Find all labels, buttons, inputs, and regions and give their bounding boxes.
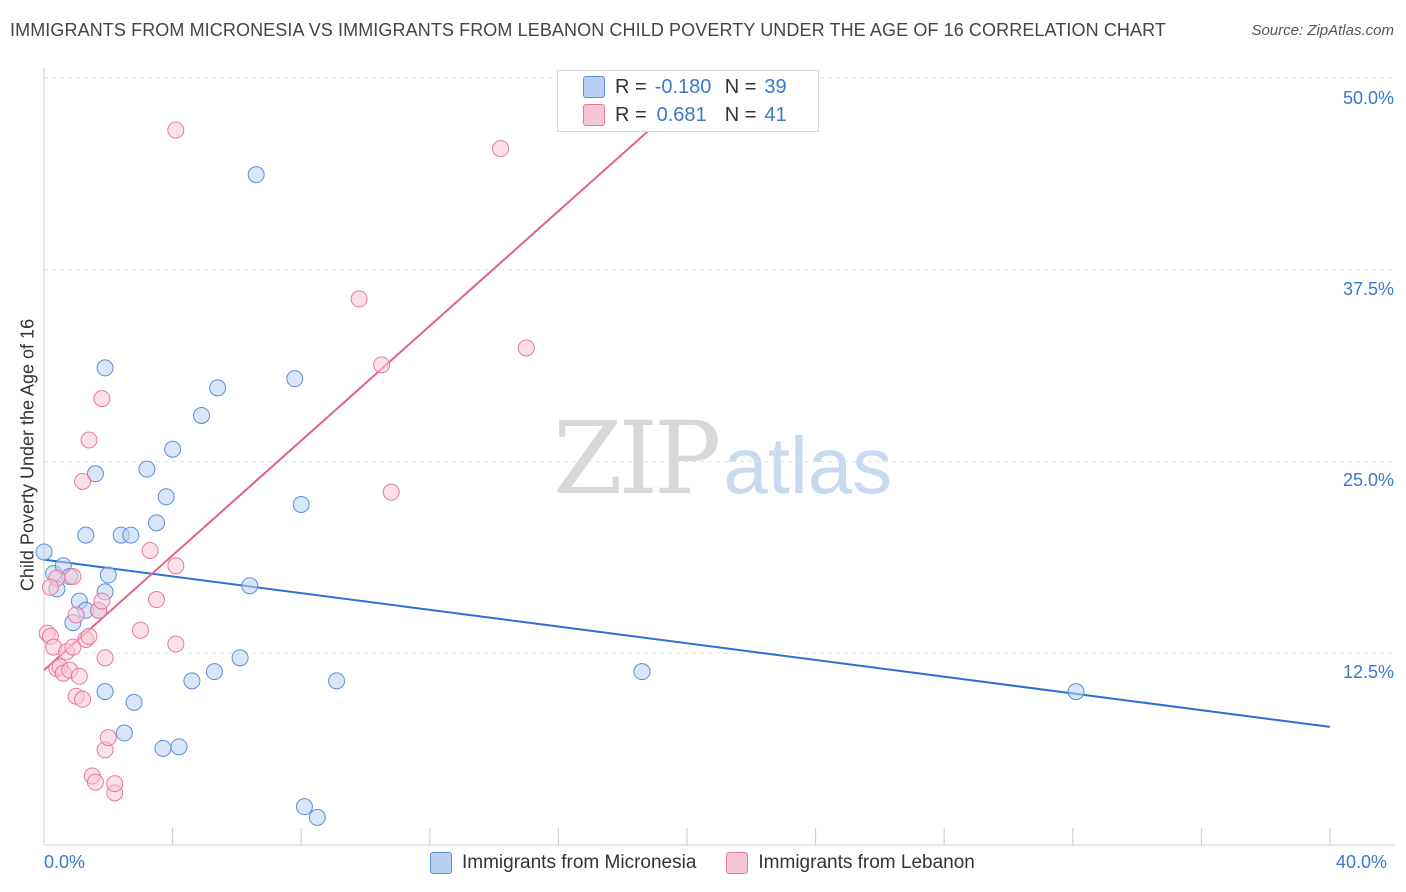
micronesia-point	[122, 526, 140, 544]
lebanon-point	[148, 591, 166, 609]
micronesia-point	[115, 724, 133, 742]
micronesia-point	[292, 495, 310, 513]
lebanon-trend-line	[43, 95, 688, 671]
micronesia-point	[157, 488, 175, 506]
micronesia-point	[209, 379, 227, 397]
lebanon-point	[64, 568, 82, 586]
micronesia-point	[247, 166, 265, 184]
micronesia-point	[86, 465, 104, 483]
micronesia-point	[96, 359, 114, 377]
lebanon-point	[167, 635, 185, 653]
micronesia-point	[99, 566, 117, 584]
watermark-atlas: atlas	[723, 421, 893, 510]
micronesia-point	[170, 738, 188, 756]
lebanon-point	[70, 667, 88, 685]
legend-item-micronesia[interactable]: Immigrants from Micronesia	[430, 852, 696, 874]
lebanon-point	[373, 356, 391, 374]
legend-label: Immigrants from Lebanon	[758, 852, 975, 873]
micronesia-trend-line	[43, 558, 1331, 728]
n-label: N =	[724, 75, 757, 98]
lebanon-point	[86, 773, 104, 791]
lebanon-point	[41, 578, 59, 596]
lebanon-point	[131, 621, 149, 639]
micronesia-point	[164, 440, 182, 458]
micronesia-point	[125, 693, 143, 711]
lebanon-point	[93, 592, 111, 610]
watermark: ZIPatlas	[553, 400, 892, 517]
micronesia-point	[96, 683, 114, 701]
micronesia-point	[1067, 683, 1085, 701]
x-tick-label: 0.0%	[44, 852, 86, 872]
micronesia-point	[148, 514, 166, 532]
micronesia-swatch	[583, 76, 605, 98]
lebanon-point	[99, 729, 117, 747]
lebanon-point	[517, 339, 535, 357]
chart-title: IMMIGRANTS FROM MICRONESIA VS IMMIGRANTS…	[10, 20, 1166, 40]
micronesia-point	[328, 672, 346, 690]
lebanon-swatch	[583, 104, 605, 126]
stats-legend: R = -0.180 N = 39 R = 0.681 N = 41	[557, 70, 819, 132]
lebanon-point	[67, 606, 85, 624]
r-label: R =	[615, 103, 647, 126]
micronesia-point	[231, 649, 249, 667]
y-axis-label: Child Poverty Under the Age of 16	[17, 318, 38, 592]
y-tick-label: 25.0%	[1342, 470, 1394, 490]
gridlines	[44, 77, 1395, 654]
watermark-zip: ZIP	[553, 400, 721, 517]
lebanon-point	[93, 390, 111, 408]
stats-row-lebanon: R = 0.681 N = 41	[558, 101, 787, 129]
n-value: 41	[764, 103, 787, 126]
axes	[43, 68, 1395, 846]
stats-row-micronesia: R = -0.180 N = 39	[558, 73, 787, 101]
lebanon-point	[382, 483, 400, 501]
lebanon-point	[64, 638, 82, 656]
y-tick-label: 50.0%	[1342, 88, 1394, 108]
data-points	[35, 121, 1085, 826]
micronesia-point	[183, 672, 201, 690]
micronesia-point	[286, 370, 304, 388]
micronesia-point	[241, 577, 259, 595]
lebanon-point	[350, 290, 368, 308]
lebanon-point	[167, 557, 185, 575]
micronesia-point	[35, 543, 53, 561]
lebanon-point	[106, 775, 124, 793]
n-label: N =	[724, 103, 757, 126]
n-value: 39	[764, 75, 787, 98]
lebanon-point	[492, 140, 510, 158]
r-value: -0.180	[654, 75, 712, 98]
micronesia-point	[154, 739, 172, 757]
lebanon-swatch	[726, 852, 749, 874]
legend-label: Immigrants from Micronesia	[462, 852, 697, 873]
lebanon-point	[96, 649, 114, 667]
series-legend: Immigrants from Micronesia Immigrants fr…	[430, 852, 1005, 874]
lebanon-point	[167, 121, 185, 139]
micronesia-point	[193, 406, 211, 424]
micronesia-point	[633, 663, 651, 681]
legend-item-lebanon[interactable]: Immigrants from Lebanon	[726, 852, 975, 874]
micronesia-point	[138, 460, 156, 478]
micronesia-swatch	[430, 852, 452, 874]
micronesia-point	[295, 798, 313, 816]
lebanon-point	[74, 472, 92, 490]
micronesia-point	[308, 808, 326, 826]
r-value: 0.681	[656, 103, 707, 126]
lebanon-point	[80, 627, 98, 645]
x-tick-label: 40.0%	[1336, 852, 1388, 872]
y-tick-label: 12.5%	[1342, 662, 1394, 682]
source-label: Source: ZipAtlas.com	[1251, 22, 1394, 39]
lebanon-point	[74, 690, 92, 708]
micronesia-point	[205, 663, 223, 681]
r-label: R =	[615, 75, 647, 98]
lebanon-point	[80, 431, 98, 449]
y-tick-label: 37.5%	[1342, 279, 1394, 299]
trend-lines	[43, 95, 1331, 728]
micronesia-point	[77, 526, 95, 544]
lebanon-point	[141, 541, 159, 559]
